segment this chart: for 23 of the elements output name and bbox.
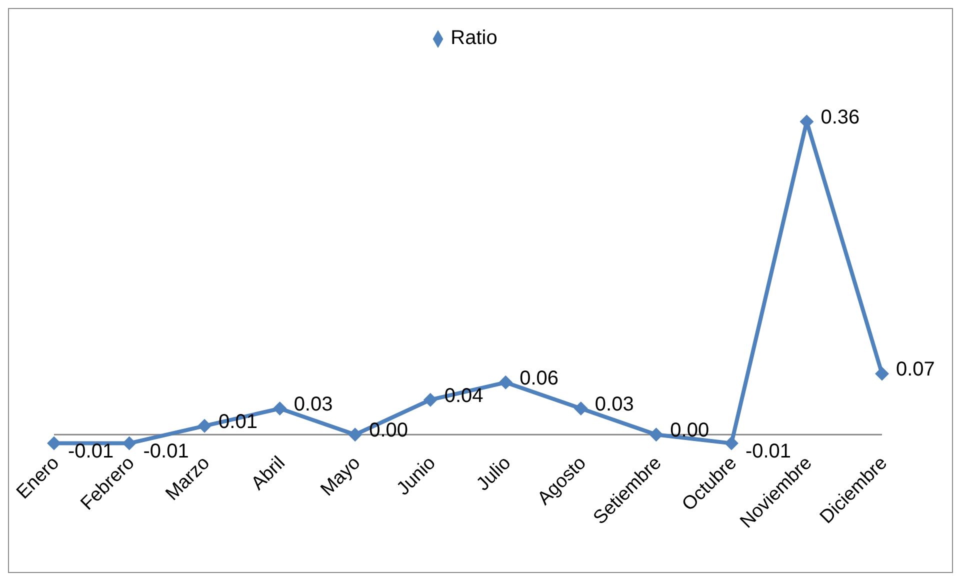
- data-label: 0.03: [294, 394, 333, 416]
- point: [498, 375, 513, 390]
- data-label: 0.07: [896, 358, 935, 381]
- point: [47, 436, 61, 450]
- data-label: -0.01: [143, 440, 189, 462]
- point: [724, 436, 738, 450]
- data-label: 0.06: [520, 367, 559, 390]
- point: [574, 402, 588, 416]
- point: [198, 418, 212, 433]
- data-label: 0.00: [670, 420, 710, 442]
- data-label: 0.36: [820, 106, 860, 129]
- legend-label: Ratio: [450, 27, 498, 49]
- point: [875, 366, 889, 381]
- point: [348, 428, 362, 442]
- data-label: -0.01: [68, 440, 114, 462]
- point: [122, 436, 136, 450]
- data-label: -0.01: [745, 440, 792, 462]
- data-label: 0.00: [369, 420, 408, 442]
- point: [423, 392, 438, 407]
- x-tick-label: Julio: [472, 452, 516, 496]
- point: [272, 402, 287, 416]
- point: [649, 428, 664, 442]
- data-label: 0.03: [594, 394, 634, 416]
